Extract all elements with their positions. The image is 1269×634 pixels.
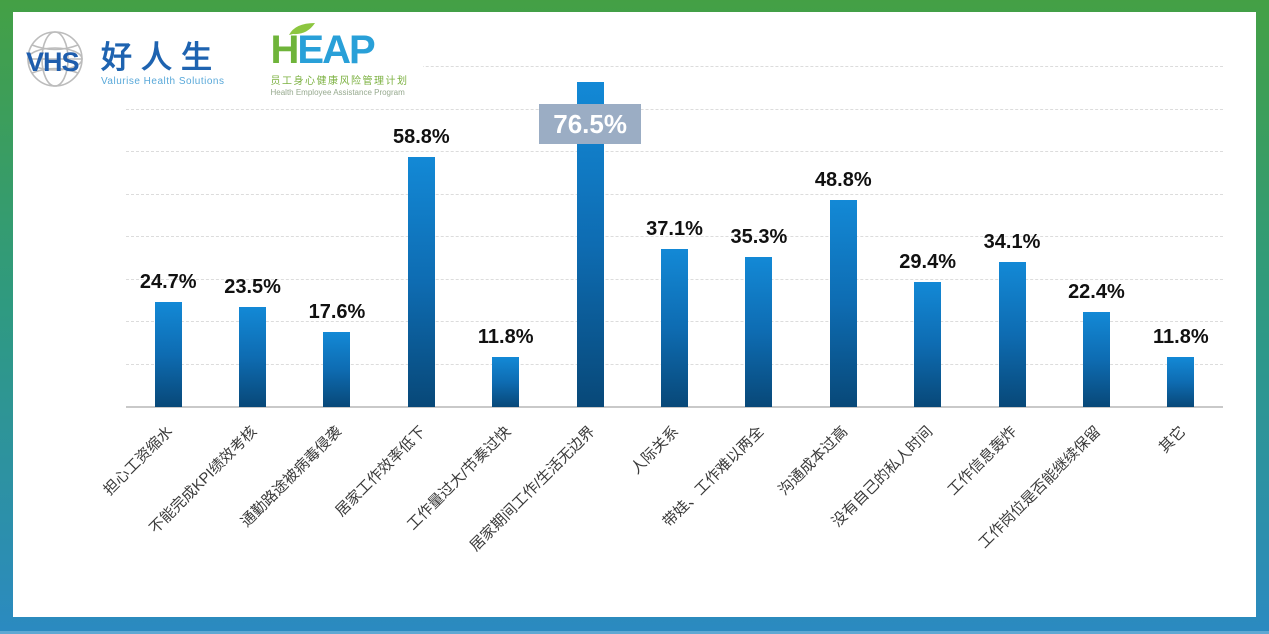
heap-subtitle-en: Health Employee Assistance Program (270, 88, 405, 97)
bar-value-label: 23.5% (224, 276, 281, 299)
bar-value-label: 35.3% (730, 225, 788, 248)
vhs-acronym: VHS (26, 47, 80, 77)
bar-value-label: 58.8% (392, 126, 450, 149)
x-axis-line (126, 406, 1223, 408)
heap-wordmark: HEAP (270, 23, 409, 72)
bar-value-label: 22.4% (1068, 280, 1125, 303)
x-axis-label: 担心工资缩水 (100, 423, 177, 499)
bar-value-label: 48.8% (814, 168, 872, 191)
bar-value-label: 11.8% (1152, 325, 1209, 348)
gridline (126, 151, 1223, 152)
bar (1082, 311, 1110, 407)
vhs-name: 好人生 Valurise Health Solutions (101, 42, 225, 87)
heap-subtitle-cn: 员工身心健康风险管理计划 (270, 76, 409, 87)
x-axis-label: 沟通成本过高 (775, 423, 852, 499)
x-axis-label: 其它 (1155, 423, 1189, 457)
bar-value-label: 37.1% (646, 218, 703, 241)
heap-letters-eap: EAP (297, 28, 375, 72)
bar (914, 282, 942, 407)
gridline (126, 193, 1223, 195)
heap-letter-h: H (270, 28, 300, 72)
vhs-name-cn: 好人生 (101, 40, 221, 75)
bar (407, 157, 435, 407)
bar-value-label: 29.4% (899, 251, 956, 274)
bar-value-label: 11.8% (477, 325, 534, 348)
heap-logo: HEAP 员工身心健康风险管理计划 Health Employee Assist… (270, 23, 409, 97)
bar (323, 332, 351, 407)
gridline (126, 66, 1223, 67)
bar (998, 262, 1026, 407)
slide-canvas: VHS 好人生 Valurise Health Solutions HEAP 员… (13, 12, 1256, 617)
bar (492, 356, 520, 407)
bar-value-label: 17.6% (308, 301, 366, 324)
vhs-logo: VHS (25, 28, 91, 92)
globe-icon (27, 31, 83, 87)
bar-chart: 24.7% 担心工资缩水 23.5% 不能完成KPI绩效考核 17.6% 通勤路途被病毒侵… (101, 66, 1223, 555)
bar (661, 249, 688, 407)
bar (829, 199, 857, 407)
bar (154, 302, 182, 407)
bar-value-label: 34.1% (983, 231, 1041, 254)
gridline (126, 236, 1223, 237)
highlight-value-label: 76.5% (539, 103, 642, 144)
gridline (126, 108, 1223, 110)
bar (745, 256, 773, 407)
bar-value-label: 24.7% (139, 271, 197, 294)
vhs-tagline: Valurise Health Solutions (101, 76, 225, 87)
leaf-icon (288, 23, 315, 35)
x-axis-label: 人际关系 (628, 423, 683, 478)
x-axis-label: 工作信息轰炸 (944, 423, 1021, 499)
bar (1167, 356, 1195, 407)
logo-bar: VHS 好人生 Valurise Health Solutions HEAP 员… (25, 23, 423, 103)
bar (239, 307, 267, 407)
